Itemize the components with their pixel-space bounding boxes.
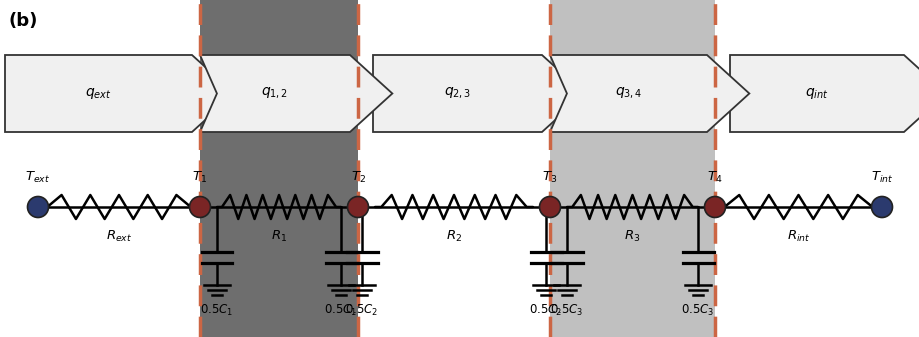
- Text: $0.5C_1$: $0.5C_1$: [324, 303, 357, 318]
- Polygon shape: [5, 55, 234, 132]
- Text: $T_4$: $T_4$: [708, 170, 722, 185]
- Text: $q_{2,3}$: $q_{2,3}$: [444, 86, 471, 101]
- Circle shape: [347, 196, 369, 217]
- Text: $R_{ext}$: $R_{ext}$: [106, 229, 132, 244]
- Text: $q_{int}$: $q_{int}$: [805, 86, 829, 101]
- Bar: [200, 0, 358, 337]
- Text: $q_{ext}$: $q_{ext}$: [85, 86, 112, 101]
- Text: $q_{3,4}$: $q_{3,4}$: [615, 86, 642, 101]
- Text: $R_2$: $R_2$: [446, 229, 462, 244]
- Text: $0.5C_3$: $0.5C_3$: [681, 303, 715, 318]
- Bar: [550, 0, 715, 337]
- Polygon shape: [730, 55, 919, 132]
- Circle shape: [539, 196, 561, 217]
- Text: $0.5C_2$: $0.5C_2$: [529, 303, 562, 318]
- Circle shape: [28, 196, 49, 217]
- Circle shape: [189, 196, 210, 217]
- Text: $T_{int}$: $T_{int}$: [871, 170, 893, 185]
- Text: $R_3$: $R_3$: [624, 229, 641, 244]
- Text: (b): (b): [8, 12, 38, 30]
- Text: $q_{1,2}$: $q_{1,2}$: [261, 86, 289, 101]
- Circle shape: [871, 196, 892, 217]
- Text: $T_1$: $T_1$: [192, 170, 208, 185]
- Text: $0.5C_2$: $0.5C_2$: [346, 303, 379, 318]
- Circle shape: [705, 196, 725, 217]
- Polygon shape: [200, 55, 392, 132]
- Polygon shape: [373, 55, 584, 132]
- Text: $R_{int}$: $R_{int}$: [787, 229, 811, 244]
- Text: $R_1$: $R_1$: [271, 229, 287, 244]
- Text: $T_3$: $T_3$: [542, 170, 558, 185]
- Text: $T_2$: $T_2$: [350, 170, 366, 185]
- Polygon shape: [550, 55, 749, 132]
- Text: $0.5C_3$: $0.5C_3$: [550, 303, 584, 318]
- Text: $0.5C_1$: $0.5C_1$: [200, 303, 233, 318]
- Text: $T_{ext}$: $T_{ext}$: [26, 170, 51, 185]
